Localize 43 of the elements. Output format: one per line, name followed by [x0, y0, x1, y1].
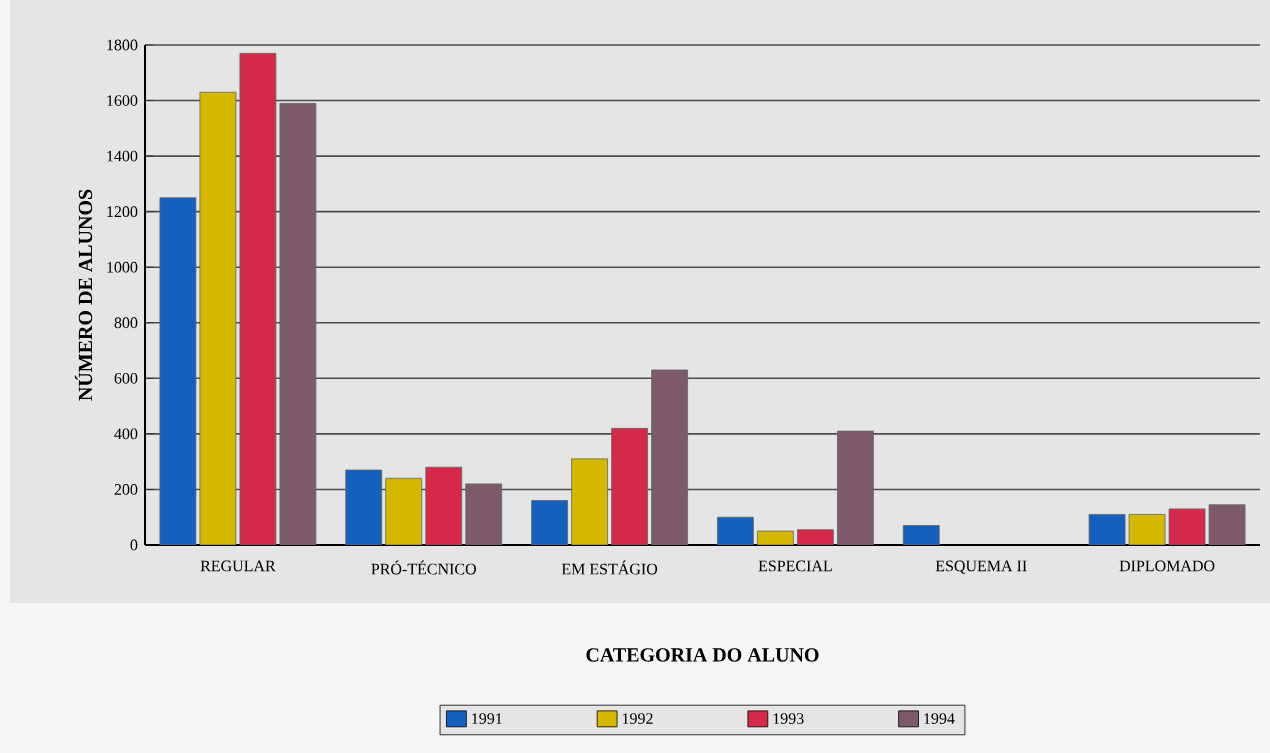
x-tick-label: ESQUEMA II: [935, 560, 1027, 574]
x-axis-title: CATEGORIA DO ALUNO: [586, 648, 819, 662]
y-tick-label: 1000: [107, 261, 138, 273]
bar: [902, 525, 940, 545]
bar: [345, 469, 383, 545]
bar: [279, 102, 317, 545]
x-tick-label: REGULAR: [200, 560, 276, 572]
bar: [531, 500, 568, 545]
bar: [651, 369, 688, 545]
y-tick-label: 400: [114, 428, 138, 440]
y-axis-title: NÚMERO DE ALUNOS: [74, 189, 93, 401]
bar: [159, 197, 197, 545]
x-tick-label: EM ESTÁGIO: [561, 560, 658, 575]
y-tick-label: 1800: [107, 39, 138, 51]
bar: [425, 466, 463, 545]
bar: [1088, 514, 1126, 545]
bar: [199, 91, 237, 545]
legend-label: 1992: [622, 713, 653, 724]
y-tick-label: 1400: [107, 150, 138, 162]
bar: [1208, 504, 1246, 545]
legend-label: 1993: [773, 713, 804, 724]
bar: [385, 477, 423, 545]
legend-label: 1991: [472, 713, 502, 724]
y-tick-label: 1600: [107, 95, 138, 106]
y-tick-label: 600: [114, 372, 138, 384]
bar: [611, 427, 648, 545]
bar: [239, 52, 277, 545]
bar: [1168, 508, 1206, 545]
bar: [1128, 514, 1166, 545]
bar: [465, 483, 503, 545]
x-tick-label: PRÓ-TÉCNICO: [371, 560, 476, 575]
bar: [797, 529, 834, 545]
x-tick-label: ESPECIAL: [758, 560, 832, 572]
y-tick-label: 0: [130, 539, 138, 551]
bar: [571, 458, 608, 545]
y-tick-label: 200: [114, 484, 138, 495]
y-tick-label: 1200: [107, 206, 138, 218]
x-tick-label: DIPLOMADO: [1119, 560, 1215, 572]
y-tick-label: 800: [114, 317, 138, 329]
bar: [757, 530, 794, 545]
bar: [717, 516, 754, 545]
bar: [837, 430, 874, 545]
legend-label: 1994: [924, 713, 955, 724]
